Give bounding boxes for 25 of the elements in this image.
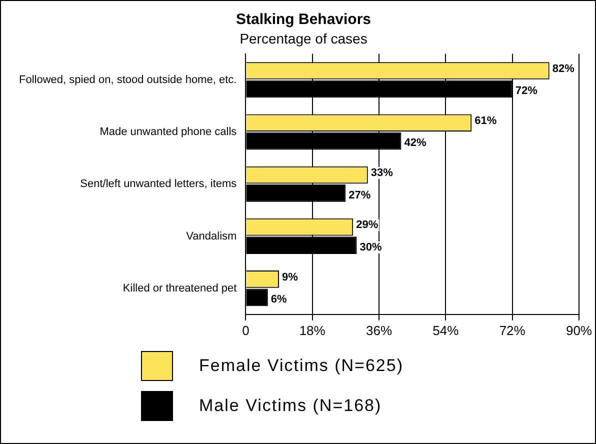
data-label: 9%	[282, 271, 298, 284]
x-tick-label: 72%	[499, 322, 526, 338]
data-label: 30%	[360, 241, 382, 254]
x-tick-label: 36%	[366, 322, 392, 338]
chart-subtitle: Percentage of cases	[240, 30, 368, 46]
data-label: 61%	[474, 114, 497, 127]
x-tick-label: 18%	[299, 322, 326, 338]
y-tick-label: Followed, spied on, stood outside home, etc.	[19, 74, 237, 86]
data-label: 29%	[356, 219, 378, 232]
data-label: 6%	[270, 293, 288, 306]
data-label: 82%	[552, 62, 575, 75]
data-label: 72%	[515, 85, 538, 98]
y-tick-label: Killed or threatened pet	[122, 282, 237, 294]
y-tick-label: Vandalism	[186, 230, 237, 242]
data-label: 33%	[370, 167, 394, 180]
data-label: 42%	[404, 137, 426, 150]
data-label: 27%	[348, 189, 371, 202]
legend-label: Male Victims (N=168)	[199, 396, 382, 416]
legend-label: Female Victims (N=625)	[199, 356, 404, 376]
x-tick-label: 0	[242, 322, 250, 338]
y-tick-label: Made unwanted phone calls	[100, 126, 238, 138]
x-tick-label: 54%	[432, 322, 460, 338]
chart-title: Stalking Behaviors	[236, 11, 372, 28]
x-tick-label: 90%	[566, 322, 592, 338]
y-tick-label: Sent/left unwanted letters, items	[80, 178, 238, 190]
